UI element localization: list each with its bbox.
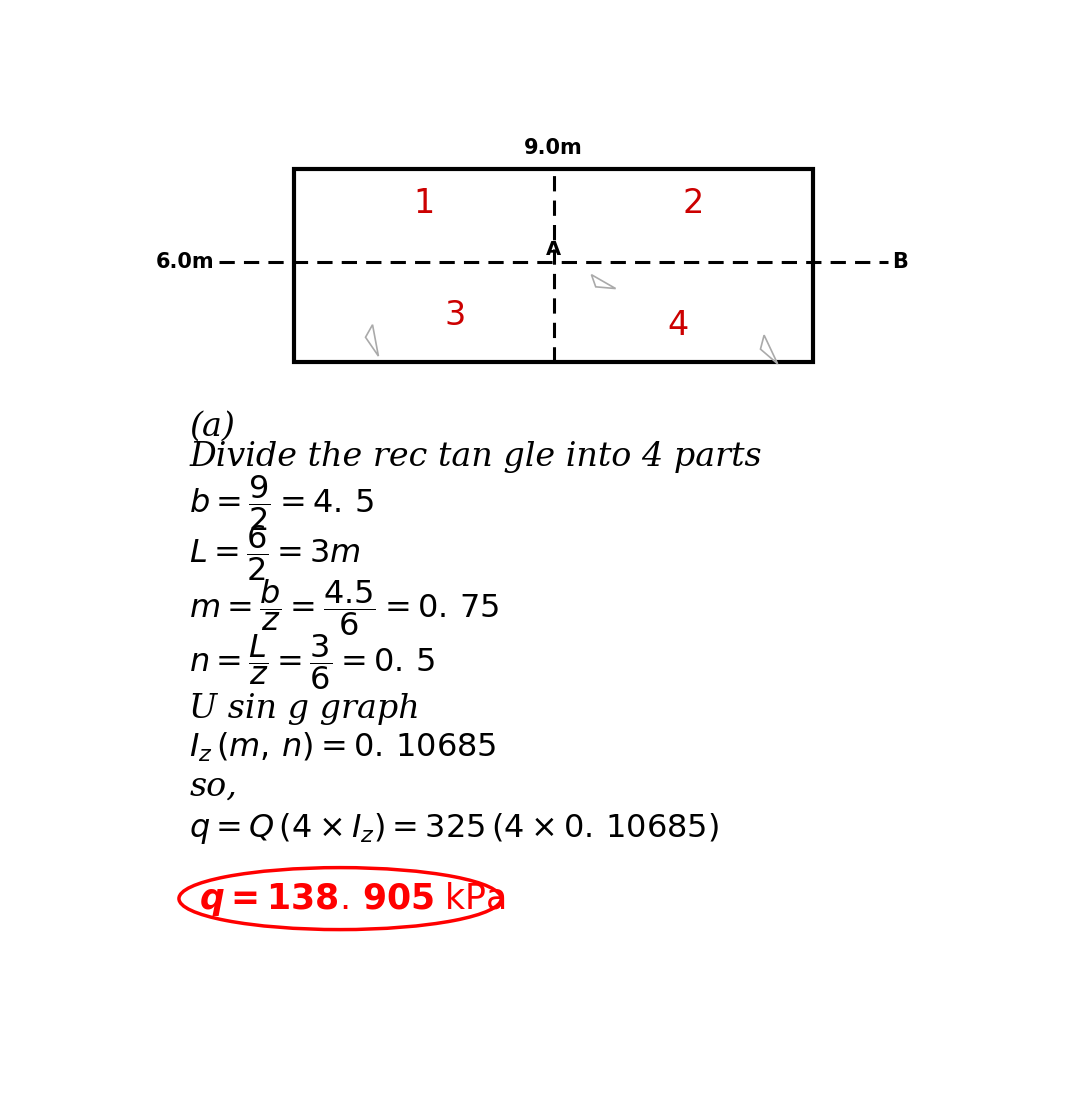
Text: 6.0m: 6.0m [156,252,215,272]
Text: 4: 4 [667,309,689,342]
Text: $b = \dfrac{9}{2} = 4.\,5$: $b = \dfrac{9}{2} = 4.\,5$ [189,473,374,532]
Text: Divide the rec tan gle into 4 parts: Divide the rec tan gle into 4 parts [189,440,762,473]
Text: $I_z\,(m,\,n) = 0.\,10685$: $I_z\,(m,\,n) = 0.\,10685$ [189,730,497,764]
Text: A: A [545,240,562,259]
Text: $n = \dfrac{L}{z} = \dfrac{3}{6} = 0.\,5$: $n = \dfrac{L}{z} = \dfrac{3}{6} = 0.\,5… [189,632,435,692]
Text: $L = \dfrac{6}{2} = 3m$: $L = \dfrac{6}{2} = 3m$ [189,523,361,584]
Text: $\boldsymbol{q = 138.\,905\;\mathrm{kPa}}$: $\boldsymbol{q = 138.\,905\;\mathrm{kPa}… [200,880,507,918]
Text: so,: so, [189,770,238,803]
Text: B: B [892,252,908,272]
Text: (a): (a) [189,410,235,443]
Text: $q = Q\,(4 \times I_z) = 325\,(4 \times 0.\,10685)$: $q = Q\,(4 \times I_z) = 325\,(4 \times … [189,812,719,846]
Text: $m = \dfrac{b}{z} = \dfrac{4.5}{6} = 0.\,75$: $m = \dfrac{b}{z} = \dfrac{4.5}{6} = 0.\… [189,577,500,638]
Bar [294,169,813,362]
Text: 2: 2 [683,187,704,220]
Text: U sin g graph: U sin g graph [189,693,420,726]
Text: 1: 1 [414,187,434,220]
Text: 3: 3 [444,300,465,332]
Text: 9.0m: 9.0m [524,139,583,159]
